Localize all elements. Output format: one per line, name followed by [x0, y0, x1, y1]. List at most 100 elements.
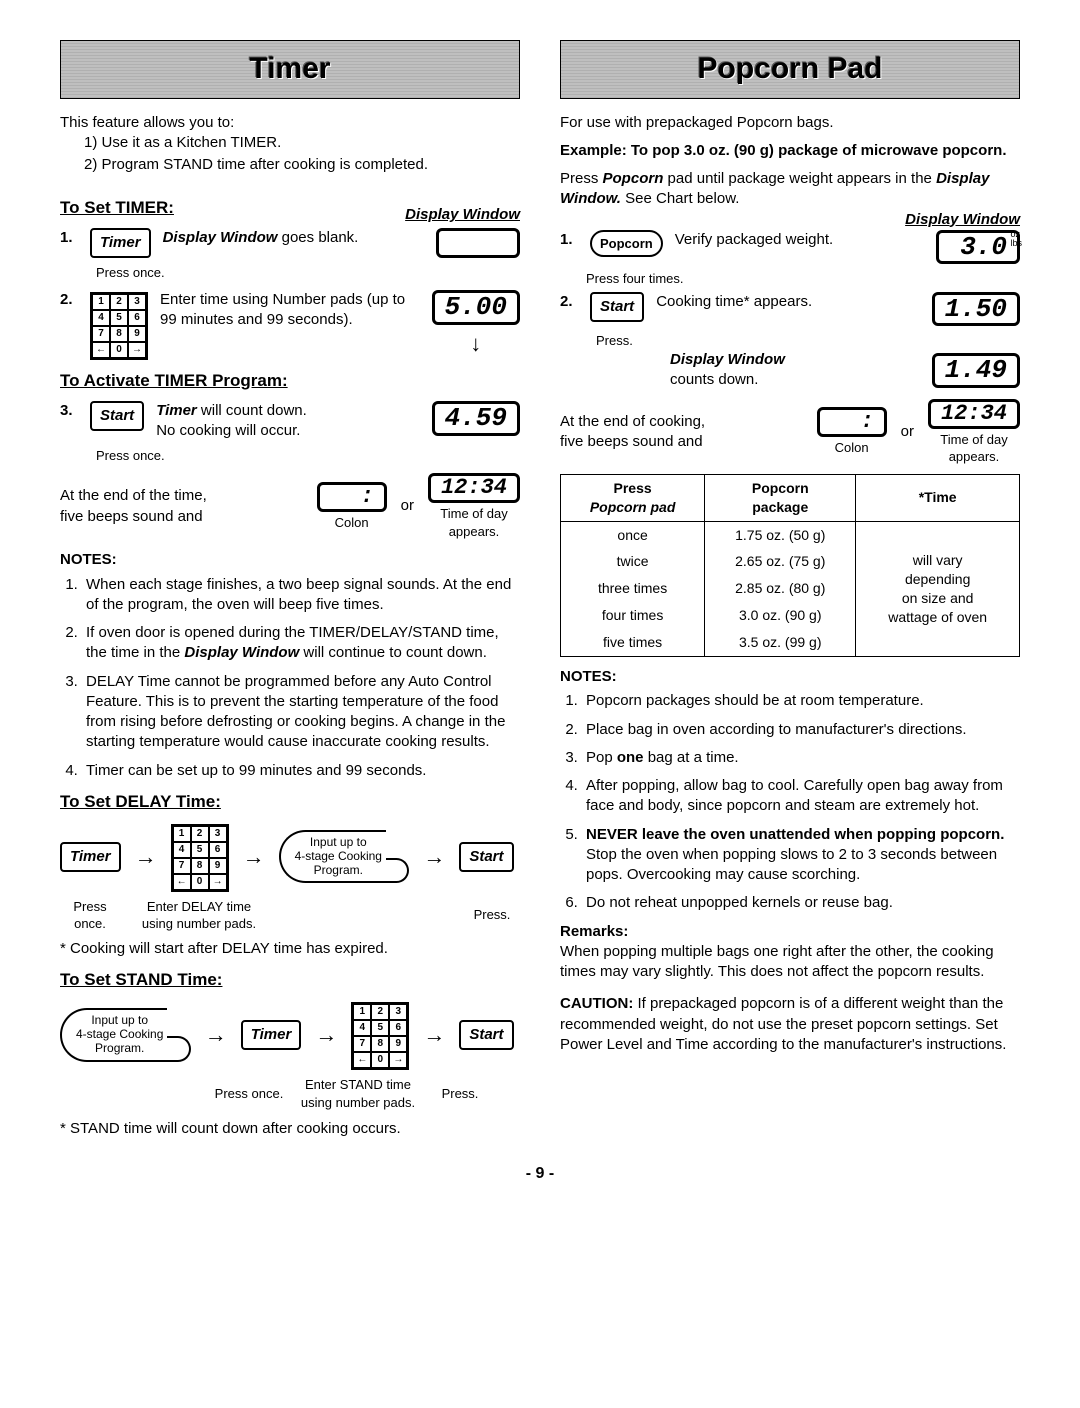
th-package: Popcornpackage — [705, 474, 856, 521]
colon-label: Colon — [817, 439, 887, 457]
timer-step-1: 1. Timer Display Window goes blank. — [60, 228, 520, 258]
note-item: Timer can be set up to 99 minutes and 99… — [82, 761, 520, 781]
intro-item: 1) Use it as a Kitchen TIMER. — [84, 133, 520, 153]
popcorn-pad: Popcorn — [590, 230, 663, 258]
colon-display: : — [317, 482, 387, 512]
step3-b: will count down. — [197, 402, 307, 419]
note-item: If oven door is opened during the TIMER/… — [82, 623, 520, 664]
popcorn-press-line: Press Popcorn pad until package weight a… — [560, 169, 1020, 210]
delay-cap1: Press once. — [60, 898, 120, 933]
stand-flow: Input up to4-stage CookingProgram. → Tim… — [60, 1000, 520, 1070]
timer-banner: Timer — [60, 40, 520, 99]
s2-display: 1.50 — [932, 292, 1020, 327]
end-b: five beeps sound and — [560, 432, 803, 452]
delay-timer-pad: Timer — [60, 842, 121, 872]
remarks-text: When popping multiple bags one right aft… — [560, 943, 994, 980]
tod-b: appears. — [949, 449, 1000, 464]
popcorn-intro: For use with prepackaged Popcorn bags. — [560, 113, 1020, 133]
unit-lbs: lbs — [1010, 239, 1022, 248]
arrow-icon: → — [243, 842, 265, 872]
colon-display: : — [817, 407, 887, 437]
step2-display: 5.00 — [432, 290, 520, 325]
start-pad: Start — [590, 292, 644, 322]
step3-caption: Press once. — [60, 447, 520, 465]
remarks-heading: Remarks: — [560, 923, 628, 940]
note-item: NEVER leave the oven unattended when pop… — [582, 825, 1020, 886]
keypad-icon: 123456789←0→ — [90, 292, 148, 360]
notes-heading: NOTES: — [60, 550, 520, 570]
step-num: 1. — [560, 230, 578, 250]
arrow-icon: → — [423, 1020, 445, 1050]
display-window-label: Display Window — [405, 205, 520, 225]
timer-intro: This feature allows you to: — [60, 113, 520, 133]
stand-cap2: Enter STAND time using number pads. — [298, 1076, 418, 1111]
set-timer-heading: To Set TIMER: — [60, 197, 174, 220]
step-num: 2. — [560, 292, 578, 312]
s1-caption: Press four times. — [560, 270, 1020, 288]
start-pad: Start — [90, 401, 144, 431]
timer-intro-list: 1) Use it as a Kitchen TIMER. 2) Program… — [60, 133, 520, 176]
s2-display2: 1.49 — [932, 353, 1020, 388]
step3-a: Timer — [156, 402, 197, 419]
stand-captions: Press once. Enter STAND time using numbe… — [60, 1076, 520, 1111]
timer-banner-text: Timer — [249, 52, 330, 85]
arrow-icon: → — [135, 842, 157, 872]
end-b: five beeps sound and — [60, 507, 303, 527]
step1-desc-a: Display Window — [163, 229, 278, 246]
timer-notes: When each stage finishes, a two beep sig… — [60, 575, 520, 781]
note-item: Popcorn packages should be at room tempe… — [582, 691, 1020, 711]
popcorn-step-2: 2. Start Cooking time* appears. 1.50 — [560, 292, 1020, 327]
stand-note: * STAND time will count down after cooki… — [60, 1119, 520, 1139]
popcorn-banner: Popcorn Pad — [560, 40, 1020, 99]
s2-caption: Press. — [560, 332, 1020, 350]
delay-cap2: Enter DELAY time using number pads. — [134, 898, 264, 933]
stand-cap1: Press once. — [214, 1085, 284, 1103]
caution-block: CAUTION: If prepackaged popcorn is of a … — [560, 994, 1020, 1055]
right-column: Popcorn Pad For use with prepackaged Pop… — [560, 40, 1020, 1139]
popcorn-countdown: Display Window counts down. 1.49 — [560, 350, 1020, 391]
note-item: When each stage finishes, a two beep sig… — [82, 575, 520, 616]
delay-flow: Timer → 123456789←0→ → Input up to4-stag… — [60, 822, 520, 892]
timer-pad: Timer — [90, 228, 151, 258]
caution-heading: CAUTION: — [560, 995, 633, 1012]
popcorn-example: Example: To pop 3.0 oz. (90 g) package o… — [560, 142, 1006, 159]
intro-item: 2) Program STAND time after cooking is c… — [84, 155, 520, 175]
popcorn-banner-text: Popcorn Pad — [697, 52, 882, 85]
stand-mid: Input up to4-stage CookingProgram. — [60, 1008, 167, 1061]
popcorn-end-row: At the end of cooking, five beeps sound … — [560, 399, 1020, 466]
display-window-label: Display Window — [560, 210, 1020, 230]
arrow-icon: → — [315, 1020, 337, 1050]
s2-d2a: Display Window — [670, 351, 785, 368]
s2-desc: Cooking time* appears. — [656, 292, 919, 312]
end-a: At the end of cooking, — [560, 412, 803, 432]
note-item: Place bag in oven according to manufactu… — [582, 720, 1020, 740]
time-display: 12:34 — [928, 399, 1020, 429]
stand-cap3: Press. — [432, 1085, 488, 1103]
time-cell: will varydependingon size andwattage of … — [856, 521, 1020, 656]
step3-c: No cooking will occur. — [156, 421, 419, 441]
or-text: or — [901, 422, 914, 442]
stand-heading: To Set STAND Time: — [60, 969, 520, 992]
s1-display: 3.0 — [936, 230, 1020, 265]
popcorn-step-1: 1. Popcorn Verify packaged weight. 3.0 o… — [560, 230, 1020, 265]
note-item: Do not reheat unpopped kernels or reuse … — [582, 893, 1020, 913]
stand-start-pad: Start — [459, 1020, 513, 1050]
colon-label: Colon — [317, 514, 387, 532]
note-item: DELAY Time cannot be programmed before a… — [82, 672, 520, 753]
time-display: 12:34 — [428, 473, 520, 503]
tod-b: appears. — [449, 524, 500, 539]
step3-display: 4.59 — [432, 401, 520, 436]
timer-step-3: 3. Start Timer will count down. No cooki… — [60, 401, 520, 442]
timer-step-2: 2. 123456789←0→ Enter time using Number … — [60, 290, 520, 360]
left-column: Timer This feature allows you to: 1) Use… — [60, 40, 520, 1139]
th-press: PressPopcorn pad — [561, 474, 705, 521]
s1-desc: Verify packaged weight. — [675, 230, 924, 250]
step-num: 1. — [60, 228, 78, 248]
popcorn-notes: Popcorn packages should be at room tempe… — [560, 691, 1020, 913]
step-num: 2. — [60, 290, 78, 310]
s2-d2b: counts down. — [670, 371, 758, 388]
delay-note: * Cooking will start after DELAY time ha… — [60, 939, 520, 959]
page-number: - 9 - — [60, 1163, 1020, 1185]
table-row: once 1.75 oz. (50 g) will varydependingo… — [561, 521, 1020, 548]
th-time: *Time — [856, 474, 1020, 521]
